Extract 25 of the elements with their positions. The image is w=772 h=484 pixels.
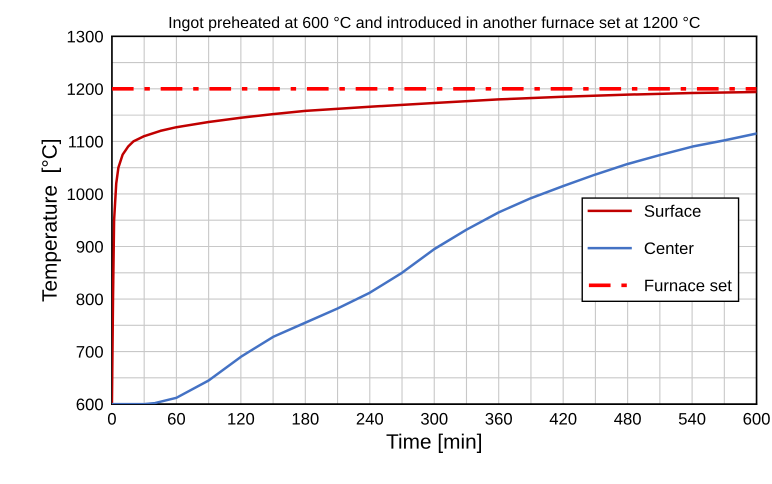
legend-label: Furnace set	[645, 280, 732, 292]
y-tick-label: 1300	[68, 30, 103, 43]
y-tick-label: 1000	[68, 188, 103, 200]
x-tick-label: 420	[550, 412, 576, 425]
x-tick-label: 480	[614, 412, 641, 425]
x-tick-label: 120	[228, 412, 254, 425]
x-tick-label: 0	[108, 412, 116, 425]
x-tick-label: 60	[168, 412, 186, 425]
x-tick-label: 360	[485, 412, 512, 425]
y-tick-label: 1200	[68, 83, 103, 96]
x-tick-label: 540	[678, 412, 706, 425]
y-tick-label: 800	[76, 293, 103, 306]
y-tick-label: 600	[76, 398, 103, 410]
x-tick-label: 300	[420, 412, 448, 425]
y-tick-label: 900	[76, 240, 103, 253]
x-tick-label: 240	[356, 412, 384, 425]
legend-label: Center	[644, 242, 694, 254]
x-axis-title: Time [min]	[386, 434, 481, 453]
y-axis-title: Temperature [°C]	[42, 140, 61, 302]
x-tick-label: 600	[744, 412, 770, 425]
y-tick-label: 700	[76, 346, 103, 358]
legend-label: Surface	[644, 204, 701, 217]
y-tick-label: 1100	[69, 136, 103, 148]
x-tick-label: 180	[292, 412, 319, 425]
chart-title: Ingot preheated at 600 °C and introduced in another furnace set at 1200 °C	[170, 16, 700, 32]
